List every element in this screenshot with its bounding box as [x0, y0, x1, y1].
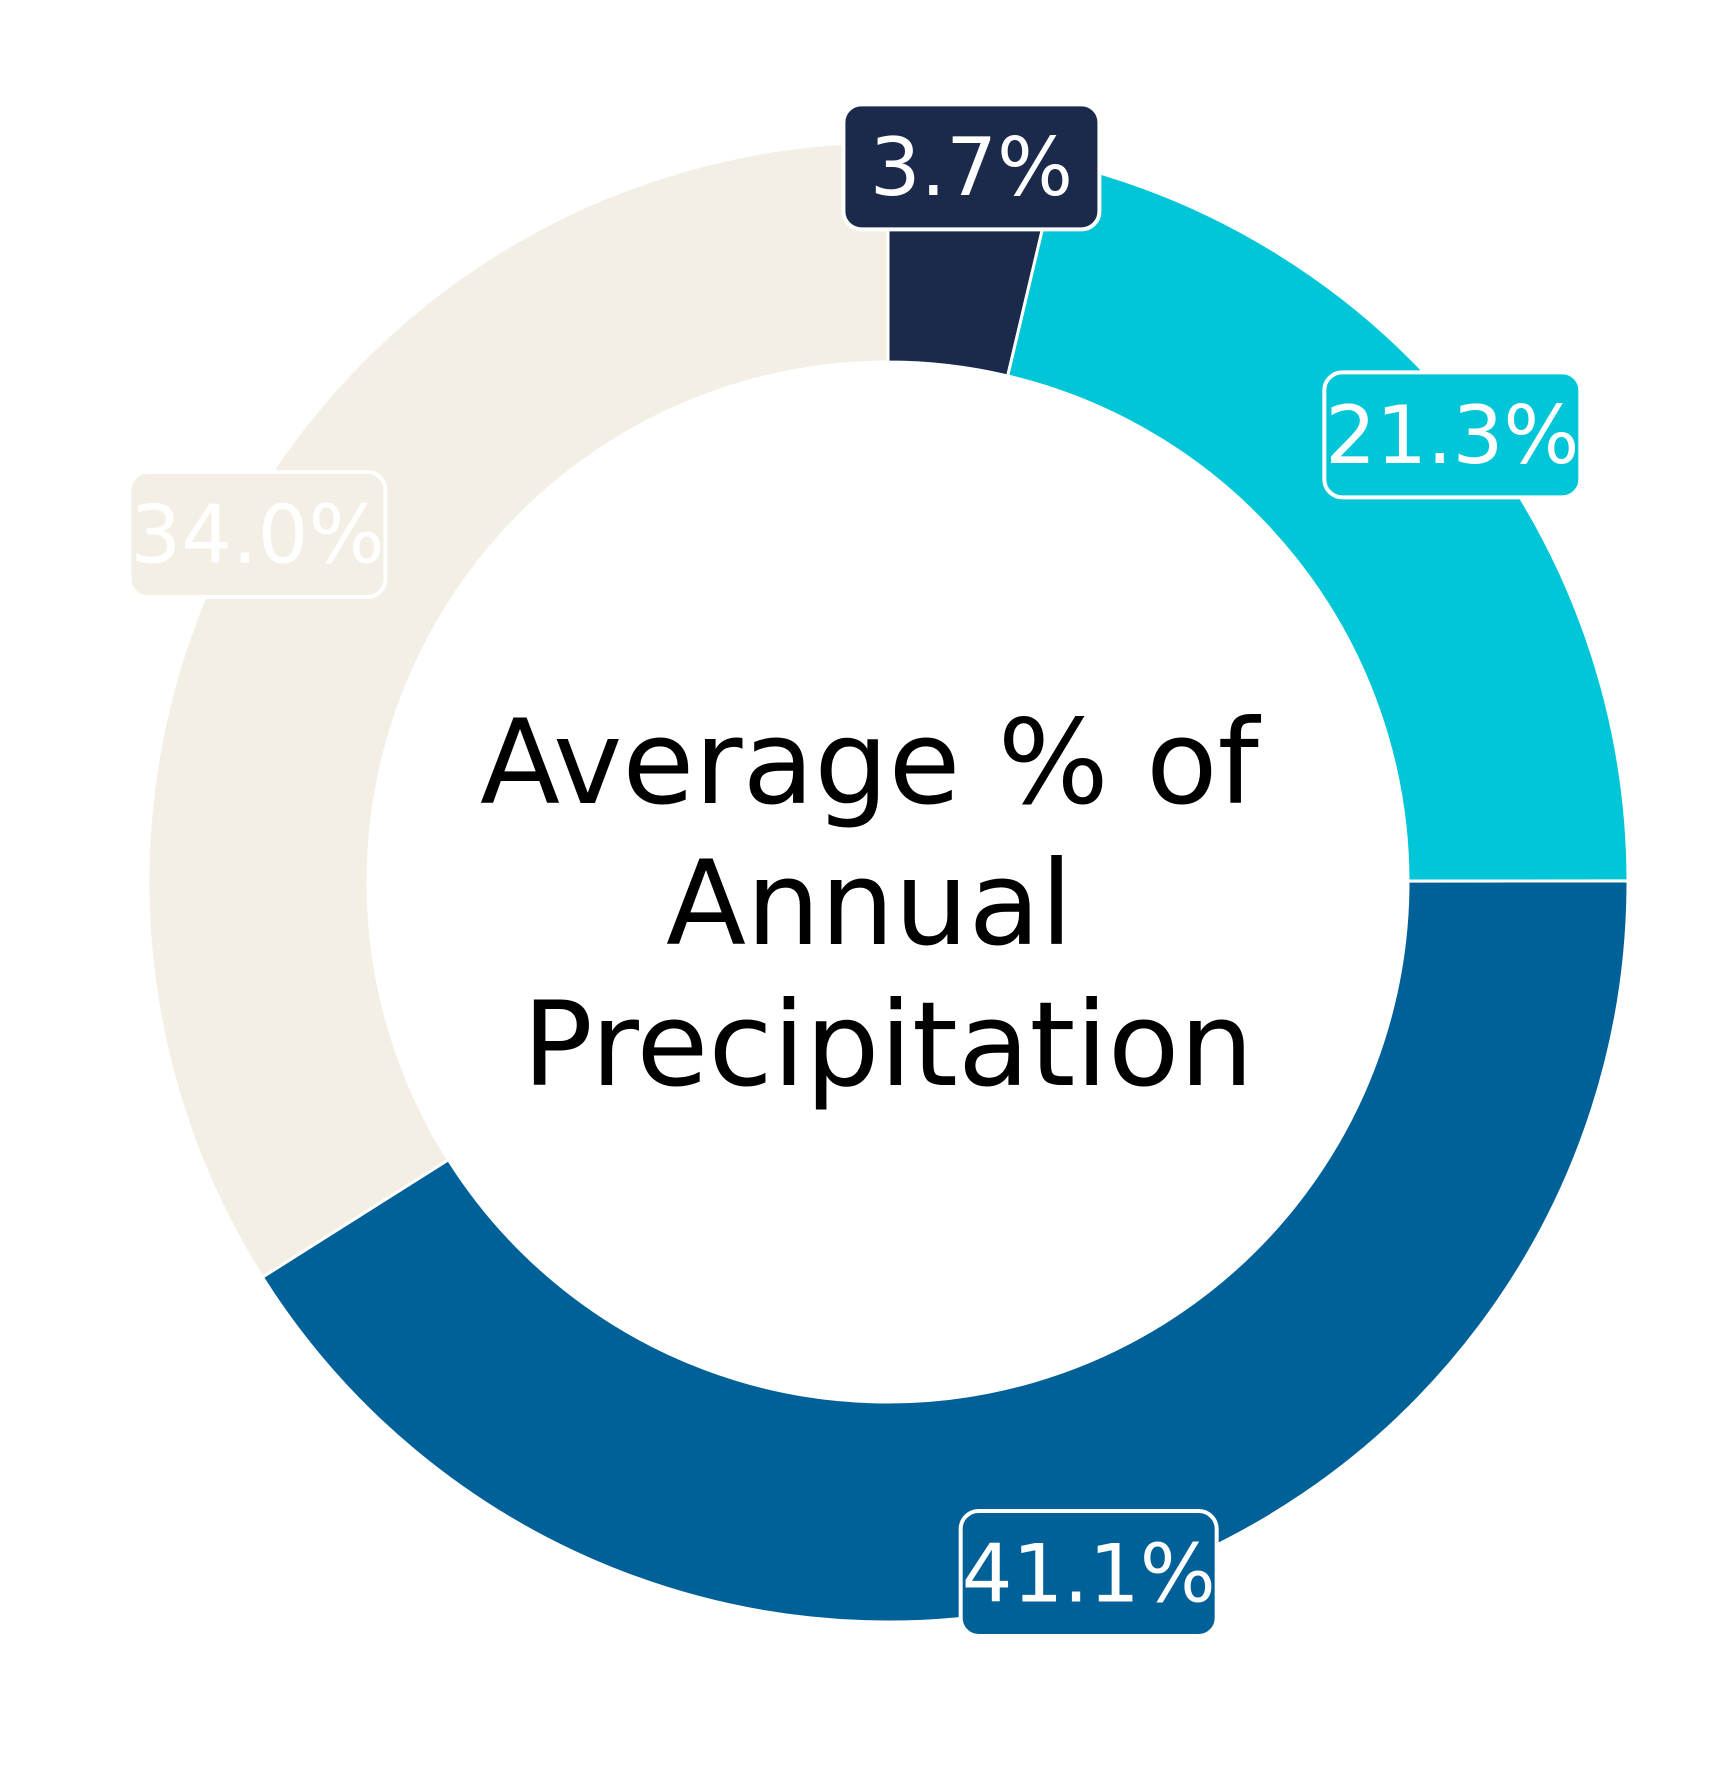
slice-label-box-3 [958, 1508, 1219, 1638]
slice-label-box-1 [841, 102, 1102, 232]
slices-layer [146, 140, 1630, 1624]
chart-title-line-2: Annual [666, 835, 1073, 972]
slice-label-1: 3.7% [841, 102, 1102, 232]
slice-label-box-4 [127, 469, 388, 599]
donut-slice-3 [260, 879, 1630, 1624]
slice-label-text-3: 41.1% [962, 1527, 1216, 1620]
slice-label-text-2: 21.3% [1325, 389, 1579, 482]
chart-title-line-3: Precipitation [522, 976, 1253, 1113]
slice-label-box-2 [1322, 370, 1583, 500]
slice-label-4: 34.0% [127, 469, 388, 599]
slice-label-text-4: 34.0% [130, 488, 384, 581]
slice-label-3: 41.1% [958, 1508, 1219, 1638]
chart-title-line-1: Average % of [480, 694, 1262, 831]
slice-label-text-1: 3.7% [870, 121, 1073, 214]
slice-label-2: 21.3% [1322, 370, 1583, 500]
donut-slice-2 [1005, 160, 1630, 883]
donut-slice-4 [146, 140, 890, 1280]
chart-title: Average % of Annual Precipitation [480, 694, 1296, 1113]
labels-layer: 3.7% 21.3% 41.1% 34.0% [127, 102, 1583, 1638]
